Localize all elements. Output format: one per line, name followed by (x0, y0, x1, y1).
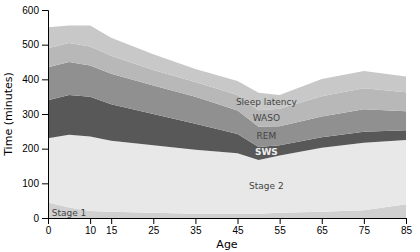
area-band (48, 26, 406, 111)
band-label: REM (257, 131, 277, 141)
x-tick-label: 15 (106, 225, 118, 236)
x-tick: 15 (106, 218, 118, 236)
y-tick-label: 500 (22, 39, 39, 50)
x-tick: 55 (275, 218, 287, 236)
x-axis-title: Age (216, 238, 238, 251)
x-tick-mark (322, 218, 323, 224)
x-tick-label: 85 (401, 225, 413, 236)
x-tick-mark (153, 218, 154, 224)
y-axis-title: Time (minutes) (2, 72, 15, 157)
x-tick-label: 25 (148, 225, 160, 236)
y-tick-label: 0 (33, 213, 39, 224)
y-tick-label: 100 (22, 178, 39, 189)
y-tick-mark (42, 218, 48, 219)
y-tick: 400 (22, 74, 48, 85)
x-tick-label: 45 (232, 225, 244, 236)
x-tick-mark (280, 218, 281, 224)
y-tick: 500 (22, 39, 48, 50)
band-label: Stage 2 (249, 181, 284, 191)
x-tick-label: 65 (317, 225, 329, 236)
x-tick-mark (90, 218, 91, 224)
y-tick-label: 600 (22, 5, 39, 16)
x-tick-label: 35 (190, 225, 202, 236)
y-axis-line (42, 11, 49, 219)
x-axis-line (49, 219, 407, 225)
band-label: SWS (255, 147, 278, 157)
y-tick-mark (42, 45, 48, 46)
y-tick-mark (42, 149, 48, 150)
band-label: WASO (253, 113, 280, 123)
x-tick: 10 (85, 218, 97, 236)
x-tick-label: 55 (275, 225, 287, 236)
y-tick-mark (42, 183, 48, 184)
x-tick: 45 (232, 218, 244, 236)
y-tick: 100 (22, 178, 48, 189)
chart: 0 10 15 25 35 45 55 65 75 85 0 100 200 300 400 500 600 Ag… (0, 0, 420, 252)
y-tick-mark (42, 79, 48, 80)
y-tick: 300 (22, 109, 48, 120)
y-tick-mark (42, 114, 48, 115)
x-tick: 0 (46, 218, 52, 236)
x-tick: 75 (359, 218, 371, 236)
y-tick-label: 300 (22, 109, 39, 120)
y-axis: 0 100 200 300 400 500 600 (22, 5, 48, 224)
band-labels: Stage 1 Stage 2 SWS REM WASO Sleep latency (52, 97, 298, 218)
y-tick-mark (42, 10, 48, 11)
x-tick: 65 (317, 218, 329, 236)
x-tick-label: 75 (359, 225, 371, 236)
y-tick: 600 (22, 5, 48, 16)
plot-area (48, 26, 406, 218)
y-tick: 200 (22, 143, 48, 154)
x-tick-label: 10 (85, 225, 97, 236)
x-tick: 85 (401, 218, 413, 236)
x-axis: 0 10 15 25 35 45 55 65 75 85 (46, 218, 413, 236)
band-label: Sleep latency (236, 97, 298, 107)
x-tick: 35 (190, 218, 202, 236)
x-tick-mark (406, 218, 407, 224)
x-tick-mark (238, 218, 239, 224)
y-tick: 0 (33, 213, 48, 224)
x-tick-mark (195, 218, 196, 224)
x-tick-mark (364, 218, 365, 224)
x-tick-label: 0 (46, 225, 52, 236)
y-tick-label: 200 (22, 143, 39, 154)
y-tick-label: 400 (22, 74, 39, 85)
band-label: Stage 1 (52, 208, 87, 218)
x-tick: 25 (148, 218, 160, 236)
x-tick-mark (111, 218, 112, 224)
